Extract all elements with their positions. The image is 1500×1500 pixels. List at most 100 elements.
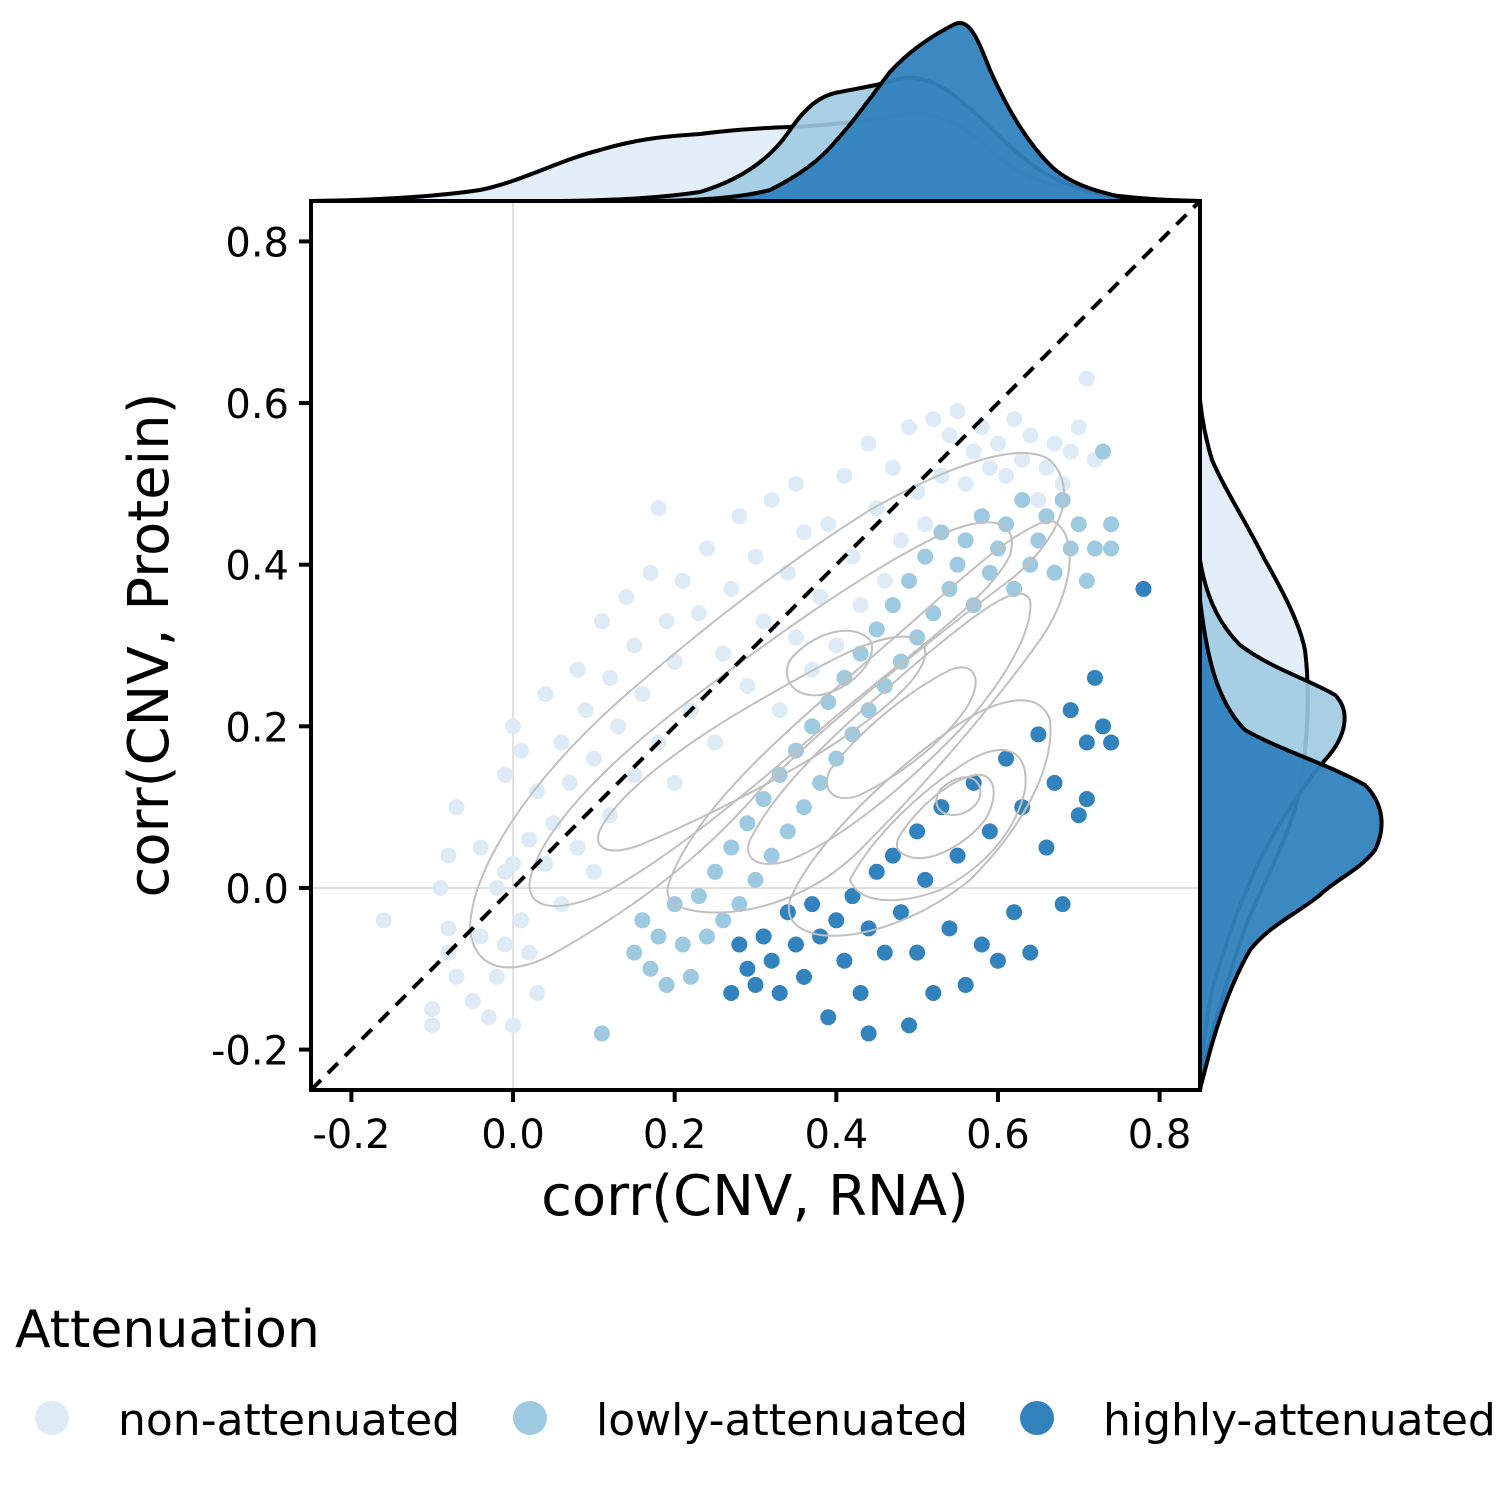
data-point [715,912,732,929]
data-point [593,1025,610,1042]
data-point [998,467,1015,484]
contour-highly-attenuated-outer [787,699,1052,937]
data-point [666,774,683,791]
data-point [868,621,885,638]
data-point [642,564,659,581]
data-point [876,572,893,589]
points-layer [375,370,1152,1042]
data-point [1070,516,1087,533]
data-point [795,799,812,816]
data-point [553,734,570,751]
data-point [480,1009,497,1026]
data-point [787,475,804,492]
data-point [820,694,837,711]
legend-item-highly-attenuated: highly-attenuated [1020,1395,1496,1446]
top-marginal-density [311,21,1200,201]
data-point [844,888,861,905]
data-point [739,960,756,977]
data-point [448,968,465,985]
data-point [795,968,812,985]
data-point [496,766,513,783]
data-point [795,524,812,541]
data-point [836,467,853,484]
data-point [787,629,804,646]
data-point [577,702,594,719]
data-point [440,847,457,864]
contour-non-attenuated-inner [597,635,927,852]
contour-non-attenuated-mid [528,521,1013,907]
data-point [925,605,942,622]
data-point [634,912,651,929]
data-point [1046,774,1063,791]
data-point [989,952,1006,969]
data-point [852,985,869,1002]
data-point [965,597,982,614]
right-marginal-density [1200,399,1384,1090]
data-point [941,920,958,937]
y-tick-label: 0.4 [225,544,289,590]
data-point [610,718,627,735]
identity-line [311,201,1200,1090]
series-non-attenuated [375,370,1103,1034]
legend-title: Attenuation [15,1300,320,1360]
data-point [666,653,683,670]
data-point [804,661,821,678]
contour-highly-attenuated-core [935,776,982,817]
data-point [1054,492,1071,509]
data-point [763,952,780,969]
data-point [1022,944,1039,961]
data-point [1078,370,1095,387]
data-point [1022,427,1039,444]
data-point [626,637,643,654]
data-point [424,1001,441,1018]
data-point [917,548,934,565]
data-point [375,912,392,929]
data-point [739,677,756,694]
data-point [755,928,772,945]
data-point [707,734,724,751]
data-point [1103,516,1120,533]
data-point [1046,435,1063,452]
x-tick-label: 0.4 [805,1112,869,1158]
data-point [1078,791,1095,808]
data-point [505,718,522,735]
data-point [787,936,804,953]
data-point [820,516,837,533]
data-point [440,920,457,937]
plot-panel [309,199,1202,1092]
data-point [747,548,764,565]
data-point [917,871,934,888]
data-point [763,847,780,864]
data-point [585,863,602,880]
data-point [521,831,538,848]
legend-item-lowly-attenuated: lowly-attenuated [513,1395,968,1446]
data-point [561,774,578,791]
legend-item-non-attenuated: non-attenuated [35,1395,460,1446]
data-point [658,613,675,630]
data-point [901,419,918,436]
data-point [998,516,1015,533]
data-point [1070,807,1087,824]
data-point [1006,411,1023,428]
data-point [505,1017,522,1034]
data-point [925,411,942,428]
data-point [1095,443,1112,460]
data-point [876,944,893,961]
top-density-highly-attenuated [659,21,1141,201]
data-point [763,492,780,509]
data-point [771,702,788,719]
data-point [1062,443,1079,460]
data-point [860,920,877,937]
data-point [747,976,764,993]
data-point [965,443,982,460]
contour-highly-attenuated-mid [848,749,1027,902]
data-point [472,928,489,945]
data-point [650,500,667,517]
data-point [658,976,675,993]
data-point [1030,532,1047,549]
data-point [957,532,974,549]
y-tick-label: 0.6 [225,382,289,428]
data-point [981,823,998,840]
data-point [957,475,974,492]
data-point [682,968,699,985]
